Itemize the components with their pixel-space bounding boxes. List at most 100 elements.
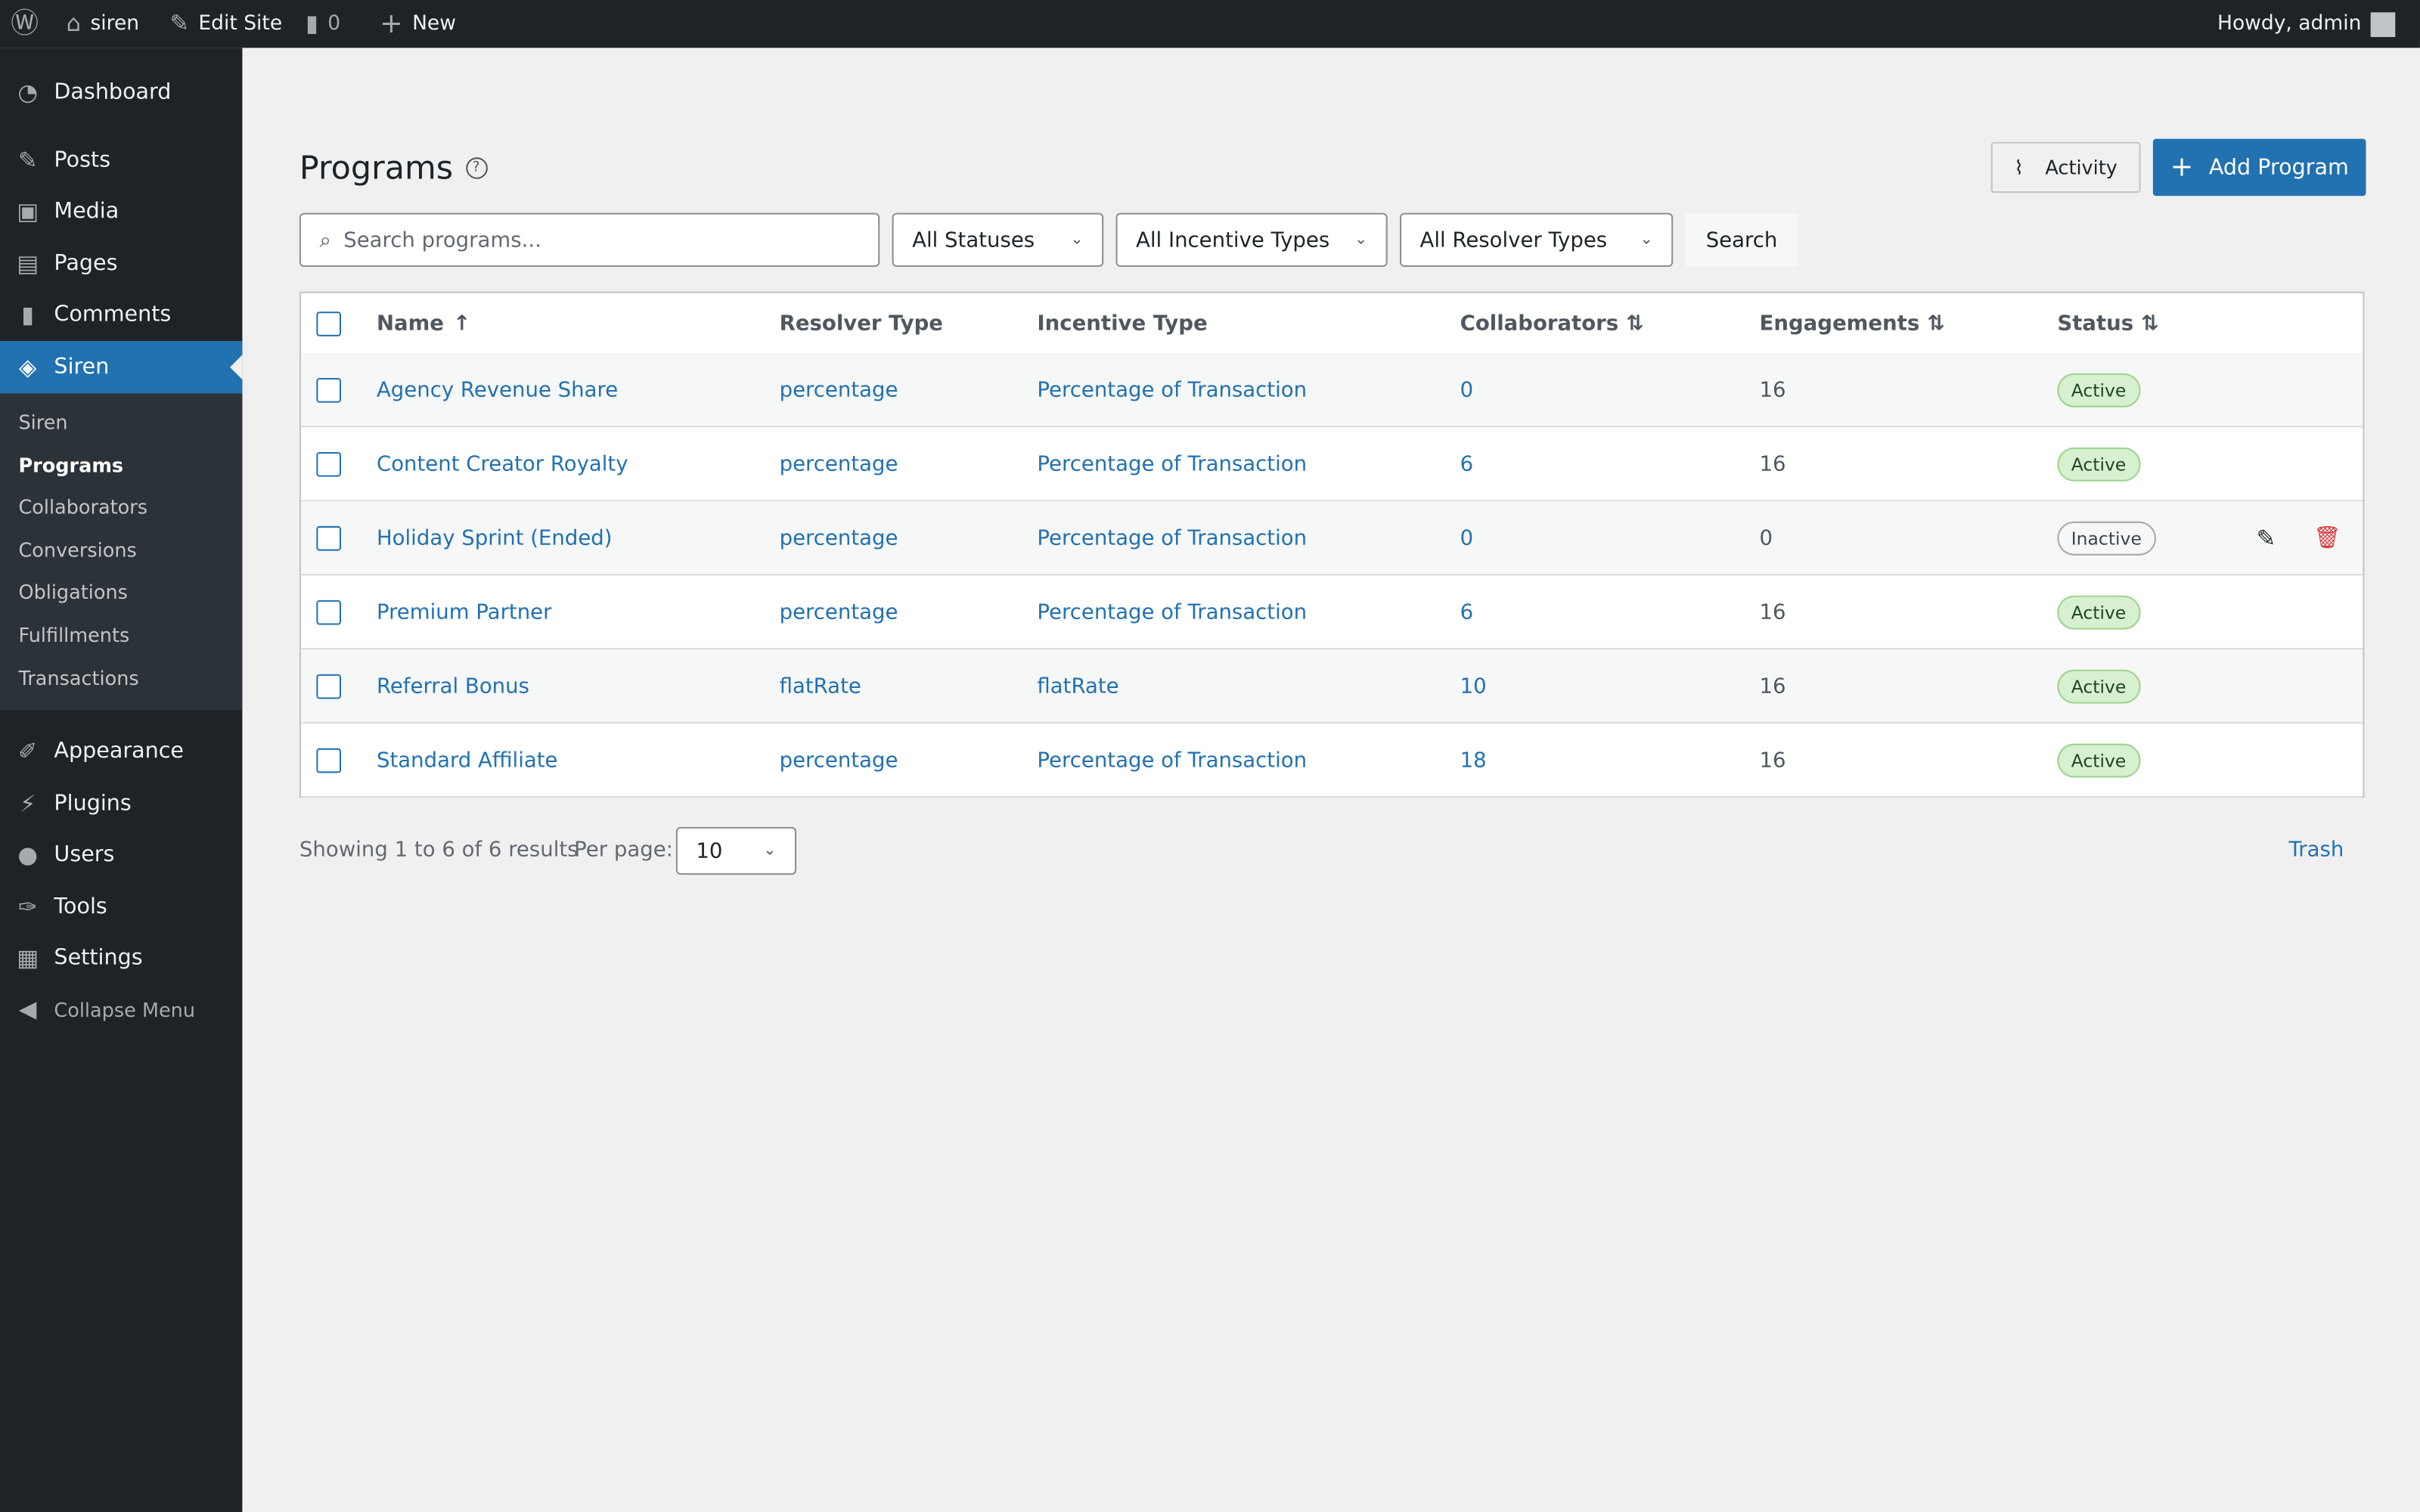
- help-icon[interactable]: ?: [465, 157, 487, 179]
- status-badge: Active: [2057, 594, 2140, 629]
- submenu-item-transactions[interactable]: Transactions: [18, 665, 139, 689]
- submenu-item-collaborators[interactable]: Collaborators: [18, 495, 148, 519]
- search-placeholder: Search programs...: [343, 228, 541, 253]
- header-engagements[interactable]: Engagements ⇅: [1760, 293, 1945, 354]
- sidebar-item-siren[interactable]: ◈ Siren: [0, 341, 243, 394]
- comment-icon: ▮: [21, 300, 35, 329]
- search-icon: ⌕: [319, 228, 331, 253]
- incentive-type-link[interactable]: flatRate: [1037, 673, 1119, 699]
- resolver-type-link[interactable]: percentage: [779, 525, 898, 550]
- sidebar-item-plugins[interactable]: ⚡ Plugins: [0, 778, 242, 830]
- submenu-item-conversions[interactable]: Conversions: [18, 538, 137, 562]
- row-checkbox[interactable]: [316, 377, 342, 403]
- status-badge: Inactive: [2057, 520, 2156, 555]
- collapse-icon: ◀: [18, 995, 37, 1024]
- media-icon: ▣: [17, 197, 39, 225]
- sidebar-item-settings[interactable]: ▦ Settings: [0, 932, 242, 984]
- new-link[interactable]: + New: [380, 0, 456, 48]
- activity-button[interactable]: ⌇ Activity: [1990, 141, 2141, 194]
- submenu-item-obligations[interactable]: Obligations: [18, 581, 128, 604]
- header-status[interactable]: Status ⇅: [2057, 293, 2158, 354]
- sidebar-item-tools[interactable]: ✑ Tools: [0, 881, 242, 933]
- engagements-count: 16: [1759, 599, 1786, 624]
- program-name-link[interactable]: Holiday Sprint (Ended): [376, 525, 613, 550]
- siren-submenu: [0, 392, 243, 710]
- engagements-count: 16: [1759, 376, 1786, 402]
- sidebar-item-dashboard[interactable]: ◔ Dashboard: [0, 67, 242, 119]
- resolver-type-link[interactable]: flatRate: [779, 673, 861, 699]
- status-filter[interactable]: All Statuses ⌄: [892, 212, 1104, 268]
- engagements-count: 16: [1759, 451, 1786, 476]
- table-row: Referral Bonus flatRate flatRate 10 16 A…: [300, 649, 2363, 724]
- incentive-type-link[interactable]: Percentage of Transaction: [1037, 599, 1308, 624]
- header-name[interactable]: Name ↑: [377, 293, 470, 354]
- edit-site-link[interactable]: ✎ Edit Site: [169, 0, 282, 48]
- search-input[interactable]: ⌕ Search programs...: [299, 212, 880, 268]
- program-name-link[interactable]: Agency Revenue Share: [376, 376, 619, 402]
- sidebar-item-label: Dashboard: [54, 80, 172, 105]
- collaborators-count-link[interactable]: 6: [1460, 599, 1474, 624]
- incentive-filter-value: All Incentive Types: [1136, 228, 1330, 253]
- status-badge: Active: [2057, 446, 2140, 481]
- row-checkbox[interactable]: [316, 674, 342, 699]
- comments-link[interactable]: ▮ 0: [306, 0, 340, 48]
- account-menu[interactable]: Howdy, admin: [2217, 0, 2396, 48]
- collaborators-count-link[interactable]: 18: [1460, 747, 1487, 773]
- collaborators-count-link[interactable]: 6: [1460, 451, 1474, 476]
- resolver-type-link[interactable]: percentage: [779, 376, 898, 402]
- sidebar-item-comments[interactable]: ▮ Comments: [0, 289, 242, 341]
- program-name-link[interactable]: Premium Partner: [376, 599, 552, 624]
- collaborators-count-link[interactable]: 10: [1460, 673, 1487, 699]
- search-button[interactable]: Search: [1685, 212, 1798, 268]
- collaborators-count-link[interactable]: 0: [1460, 525, 1474, 550]
- delete-icon[interactable]: 🗑: [2313, 525, 2341, 550]
- row-checkbox[interactable]: [316, 451, 342, 477]
- program-name-link[interactable]: Standard Affiliate: [376, 747, 558, 773]
- table-row: Agency Revenue Share percentage Percenta…: [300, 353, 2363, 428]
- incentive-type-link[interactable]: Percentage of Transaction: [1037, 525, 1308, 550]
- header-collaborators[interactable]: Collaborators ⇅: [1460, 293, 1644, 354]
- trash-link[interactable]: Trash: [2288, 838, 2344, 863]
- sidebar-item-media[interactable]: ▣ Media: [0, 185, 242, 237]
- incentive-type-link[interactable]: Percentage of Transaction: [1037, 376, 1308, 402]
- sidebar-item-label: Users: [54, 842, 115, 867]
- sidebar-item-users[interactable]: ● Users: [0, 829, 242, 881]
- edit-icon[interactable]: ✎: [2256, 523, 2276, 552]
- collaborators-count-link[interactable]: 0: [1460, 376, 1474, 402]
- sidebar-item-pages[interactable]: ▤ Pages: [0, 237, 242, 290]
- resolver-type-link[interactable]: percentage: [779, 599, 898, 624]
- program-name-link[interactable]: Referral Bonus: [376, 673, 529, 699]
- site-link[interactable]: ⌂ siren: [67, 0, 139, 48]
- row-checkbox[interactable]: [316, 525, 342, 551]
- new-label: New: [412, 12, 456, 36]
- plus-icon: +: [380, 8, 403, 41]
- select-all-checkbox[interactable]: [316, 311, 342, 336]
- wordpress-logo-icon[interactable]: Ⓦ: [11, 8, 39, 41]
- incentive-type-filter[interactable]: All Incentive Types ⌄: [1115, 212, 1388, 268]
- sidebar-item-collapse-menu[interactable]: ◀ Collapse Menu: [0, 983, 242, 1035]
- resolver-type-filter[interactable]: All Resolver Types ⌄: [1400, 212, 1674, 268]
- incentive-type-link[interactable]: Percentage of Transaction: [1037, 451, 1308, 476]
- row-checkbox[interactable]: [316, 748, 342, 773]
- incentive-type-link[interactable]: Percentage of Transaction: [1037, 747, 1308, 773]
- resolver-type-link[interactable]: percentage: [779, 451, 898, 476]
- add-program-button[interactable]: + Add Program: [2152, 138, 2366, 197]
- submenu-item-programs[interactable]: Programs: [18, 453, 124, 476]
- sidebar-item-label: Collapse Menu: [54, 997, 196, 1021]
- search-button-label: Search: [1705, 228, 1778, 253]
- sidebar-item-posts[interactable]: ✎ Posts: [0, 135, 242, 187]
- per-page-select[interactable]: 10 ⌄: [675, 826, 797, 875]
- add-program-label: Add Program: [2208, 155, 2349, 180]
- header-incentive-type: Incentive Type: [1037, 311, 1208, 336]
- submenu-item-siren[interactable]: Siren: [18, 410, 68, 434]
- row-checkbox[interactable]: [316, 600, 342, 625]
- table-row: Holiday Sprint (Ended) percentage Percen…: [300, 501, 2363, 576]
- status-cell: Active: [2057, 575, 2140, 648]
- page-title-text: Programs: [299, 149, 454, 187]
- resolver-type-link[interactable]: percentage: [779, 747, 898, 773]
- sidebar-item-appearance[interactable]: ✐ Appearance: [0, 725, 242, 777]
- program-name-link[interactable]: Content Creator Royalty: [376, 451, 628, 476]
- avatar: [2370, 11, 2396, 36]
- submenu-item-fulfillments[interactable]: Fulfillments: [18, 623, 130, 647]
- table-header: Name ↑ Resolver Type Incentive Type Colla…: [300, 293, 2363, 355]
